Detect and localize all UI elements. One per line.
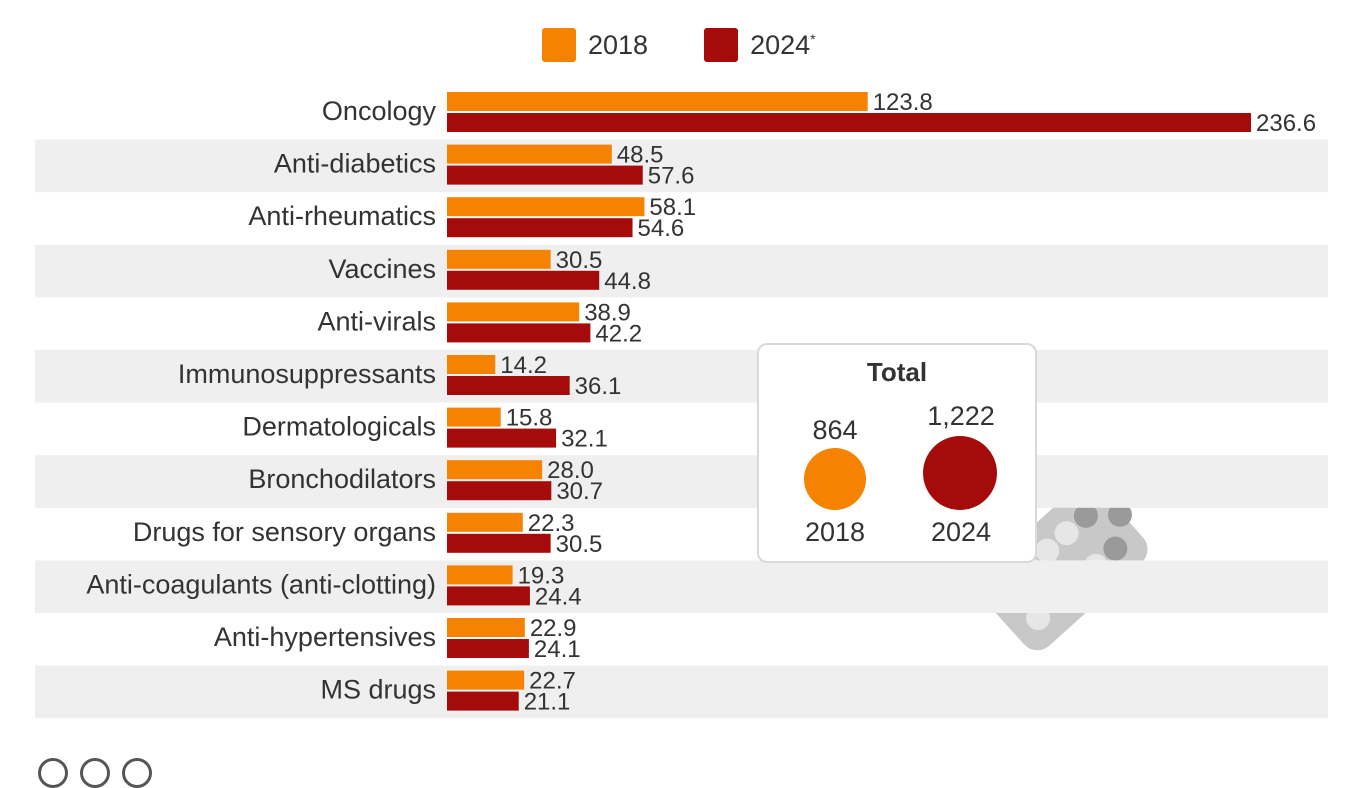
bar-chart: Oncology 123.8 236.6 Anti-diabetics 48.557.6… <box>35 89 1328 719</box>
cc-nd-icon <box>122 758 152 788</box>
bar-2024 <box>447 165 643 185</box>
data-label: 58.1 <box>649 194 696 221</box>
pill <box>1054 521 1079 546</box>
bar-2018 <box>447 460 543 480</box>
bar-2024 <box>447 533 551 553</box>
data-label: 44.8 <box>604 268 651 295</box>
data-label: 236.6 <box>1256 110 1316 137</box>
bar-2018 <box>447 249 551 269</box>
bar-2024 <box>447 113 1251 132</box>
bar-2024 <box>447 376 570 395</box>
legend-label-2024: 2024* <box>750 29 816 60</box>
bar-2024 <box>447 481 552 501</box>
total-circle-2018 <box>804 448 866 510</box>
total-year-2024: 2024 <box>930 517 992 547</box>
bar-2024 <box>447 586 530 606</box>
total-circle-2024 <box>923 436 997 510</box>
legend-swatch-2018 <box>542 28 576 62</box>
data-label: 19.3 <box>518 562 565 589</box>
total-value-2024: 1,222 <box>927 401 995 431</box>
category-label: Dermatologicals <box>242 412 436 442</box>
total-year-2018: 2018 <box>804 517 866 547</box>
category-label: Oncology <box>322 96 437 126</box>
bar-2024 <box>447 639 529 658</box>
bar-2018 <box>447 670 525 690</box>
data-label: 30.5 <box>556 247 603 274</box>
category-label: Immunosuppressants <box>178 359 436 389</box>
bar-2024 <box>447 691 519 711</box>
total-value-2018: 864 <box>812 415 858 445</box>
pill <box>1103 536 1128 561</box>
row-background <box>35 139 1328 193</box>
legend: 2018 2024* <box>542 28 872 62</box>
category-label: Anti-virals <box>317 306 436 336</box>
cc-by-icon <box>80 758 110 788</box>
data-label: 24.4 <box>535 583 582 610</box>
data-label: 38.9 <box>584 299 631 326</box>
category-label: Anti-hypertensives <box>214 622 436 652</box>
category-label: Vaccines <box>328 254 436 284</box>
data-label: 123.8 <box>873 89 933 116</box>
data-label: 32.1 <box>561 426 608 453</box>
row-background <box>35 665 1328 719</box>
legend-item-2024: 2024* <box>704 28 816 62</box>
data-label: 14.2 <box>500 352 547 379</box>
pill <box>1073 503 1098 528</box>
data-label: 15.8 <box>506 405 553 432</box>
bar-2024 <box>447 428 557 448</box>
bar-2018 <box>447 512 523 532</box>
data-label: 22.9 <box>530 615 577 642</box>
bar-2018 <box>447 355 496 374</box>
pill <box>1035 538 1060 563</box>
category-label: MS drugs <box>320 675 436 705</box>
category-label: Drugs for sensory organs <box>133 517 436 547</box>
row-background <box>35 244 1328 298</box>
category-label: Anti-diabetics <box>274 149 436 179</box>
row-background <box>35 455 1328 508</box>
data-label: 48.5 <box>617 142 664 169</box>
category-label: Bronchodilators <box>248 464 436 494</box>
data-label: 57.6 <box>648 163 695 190</box>
data-label: 36.1 <box>575 373 622 400</box>
bar-2018 <box>447 618 525 637</box>
bar-2018 <box>447 144 612 164</box>
legend-swatch-2024 <box>704 28 739 62</box>
legend-label-2018: 2018 <box>588 29 649 60</box>
total-box: Total 864 2018 1,222 2024 <box>757 343 1037 563</box>
bar-2024 <box>447 218 633 238</box>
data-label: 24.1 <box>534 636 581 663</box>
data-label: 22.7 <box>529 668 576 695</box>
data-label: 54.6 <box>638 215 685 242</box>
row-background <box>35 560 1328 613</box>
data-label: 30.5 <box>556 531 603 558</box>
bar-2024 <box>447 270 600 290</box>
bar-2018 <box>447 197 645 217</box>
bar-2018 <box>447 407 501 427</box>
legend-item-2018: 2018 <box>542 28 648 62</box>
cc-icon <box>38 758 68 788</box>
license-icons <box>38 758 164 788</box>
total-title: Total <box>866 357 928 387</box>
category-label: Anti-coagulants (anti-clotting) <box>86 569 436 599</box>
data-label: 22.3 <box>528 510 575 537</box>
data-label: 30.7 <box>556 478 603 505</box>
pill <box>1107 502 1132 527</box>
data-label: 28.0 <box>547 457 594 484</box>
category-label: Anti-rheumatics <box>248 201 436 231</box>
data-label: 42.2 <box>595 320 642 347</box>
bar-2018 <box>447 92 868 111</box>
data-label: 21.1 <box>524 689 571 716</box>
bar-2018 <box>447 565 513 585</box>
row-background <box>35 350 1328 403</box>
bar-2024 <box>447 323 591 343</box>
bar-2018 <box>447 302 580 322</box>
